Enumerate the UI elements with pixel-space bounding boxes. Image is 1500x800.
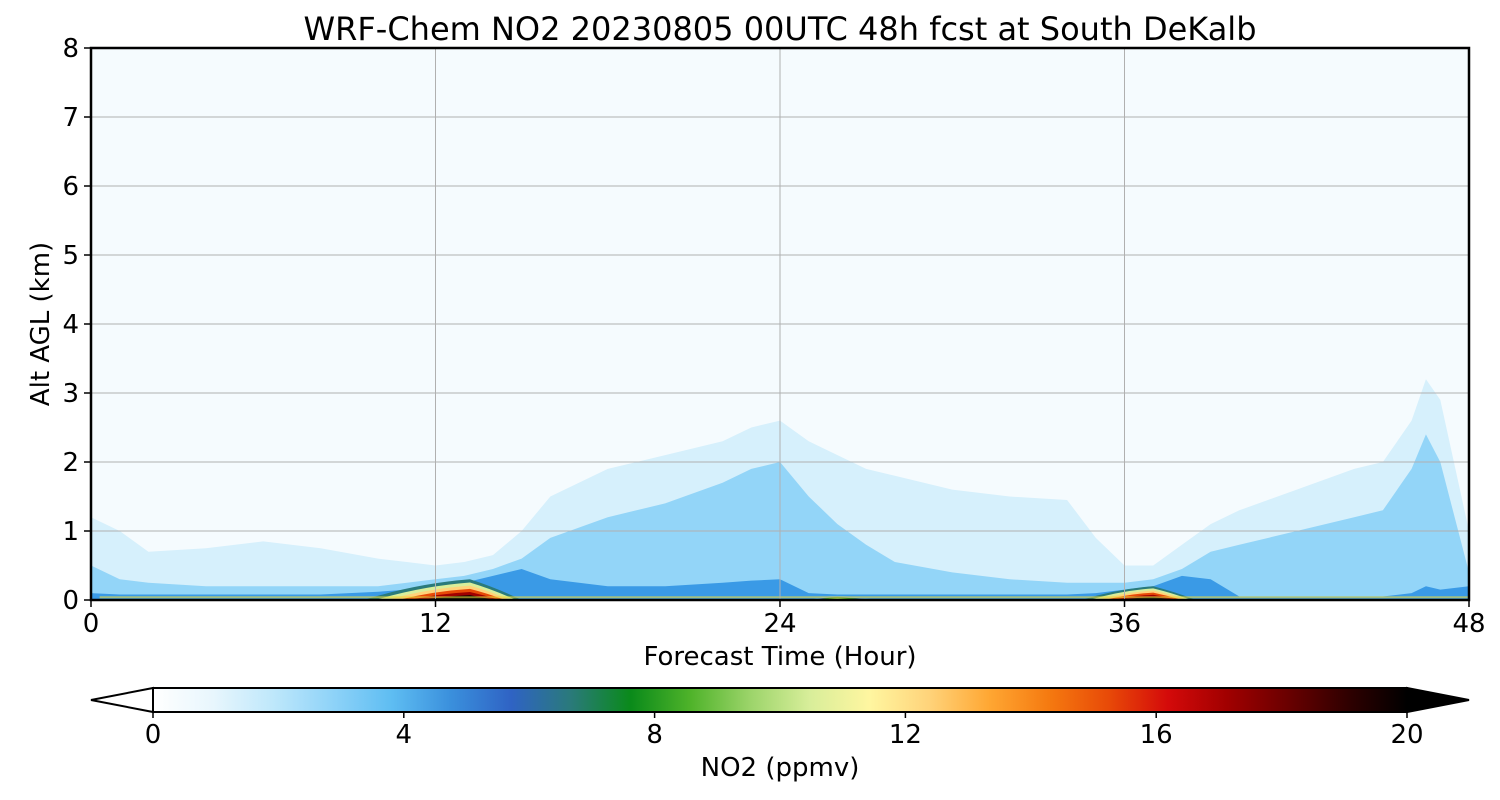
y-tick-label: 6	[62, 172, 79, 202]
x-axis-ticks: 0 12 24 36 48	[83, 600, 1486, 639]
colorbar-tick-label: 16	[1140, 720, 1173, 750]
y-tick-label: 3	[62, 379, 79, 409]
y-tick-label: 8	[62, 34, 79, 64]
colorbar-tick-label: 20	[1390, 720, 1423, 750]
x-tick-label: 0	[83, 609, 100, 639]
colorbar-tick-label: 0	[145, 720, 162, 750]
colorbar-min-extension	[90, 686, 154, 714]
colorbar-ticks: 0 4 8 12 16 20	[145, 712, 1424, 750]
y-axis-label: Alt AGL (km)	[26, 242, 56, 406]
y-tick-label: 1	[62, 517, 79, 547]
colorbar-tick-label: 4	[396, 720, 413, 750]
y-axis-ticks: 0 1 2 3 4 5 6 7 8	[62, 34, 91, 616]
colorbar: 0 4 8 12 16 20 NO2 (ppmv)	[90, 686, 1470, 783]
y-tick-label: 0	[62, 586, 79, 616]
colorbar-label: NO2 (ppmv)	[701, 753, 860, 783]
x-tick-label: 36	[1108, 609, 1141, 639]
colorbar-body	[152, 687, 1408, 713]
colorbar-max-extension	[1406, 686, 1470, 714]
y-tick-label: 4	[62, 310, 79, 340]
y-tick-label: 7	[62, 103, 79, 133]
y-tick-label: 2	[62, 448, 79, 478]
chart-title: WRF-Chem NO2 20230805 00UTC 48h fcst at …	[304, 10, 1257, 48]
y-tick-label: 5	[62, 241, 79, 271]
x-axis-label: Forecast Time (Hour)	[643, 642, 916, 672]
x-tick-label: 12	[419, 609, 452, 639]
colorbar-tick-label: 12	[889, 720, 922, 750]
x-tick-label: 48	[1452, 609, 1485, 639]
x-tick-label: 24	[763, 609, 796, 639]
colorbar-tick-label: 8	[646, 720, 663, 750]
